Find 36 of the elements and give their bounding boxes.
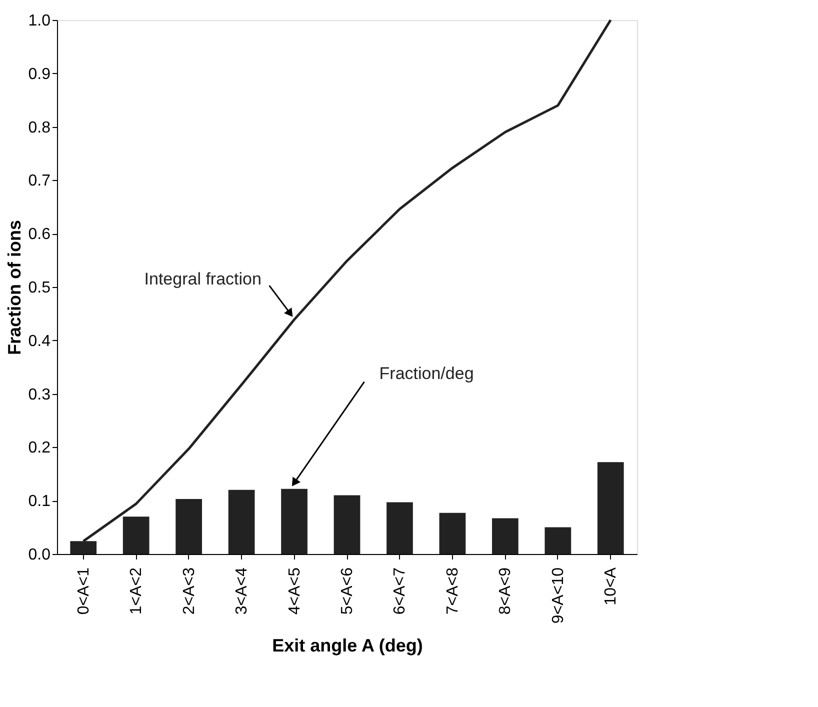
x-tick-label: 10<A [602,567,620,606]
y-tick-label: 0.5 [28,280,51,296]
text: Fraction/deg [379,364,474,383]
x-tick-label: 2<A<3 [180,567,198,615]
bar [386,502,413,554]
y-tick-label: 0.3 [28,386,51,404]
bar [122,516,150,554]
y-tick-label: 0.7 [28,172,51,190]
x-tick-label: 0<A<1 [75,567,92,615]
y-tick-label: 0.0 [28,546,51,564]
bar [544,527,572,554]
x-tick-label: 4<A<5 [286,567,304,615]
x-tick-label: 8<A<9 [497,567,514,615]
y-tick-label: 0.6 [28,226,51,244]
x-tick-label: 6<A<7 [392,567,409,615]
bar [281,488,308,554]
bar [334,495,360,554]
y-tick-label: 0.8 [28,119,51,136]
y-tick-label: 0.9 [28,66,51,83]
x-tick-label: 5<A<6 [339,567,356,615]
y-axis-title: Fraction of ions [4,220,24,355]
x-axis-title: Exit angle A (deg) [272,636,423,656]
bar [228,490,255,554]
x-tick-label: 1<A<2 [128,567,146,615]
y-tick-label: 0.2 [28,440,51,457]
y-tick-label: 0.4 [28,332,51,350]
y-tick-label: 1.0 [28,12,51,30]
x-tick-label: 9<A<10 [550,567,567,624]
y-tick-label: 0.1 [28,493,51,510]
bar [439,512,466,554]
x-tick-label: 7<A<8 [444,567,462,615]
bar [597,462,624,554]
bar [176,499,202,554]
text: Integral fraction [144,270,262,289]
bar [492,518,518,554]
x-tick-label: 3<A<4 [234,567,251,615]
